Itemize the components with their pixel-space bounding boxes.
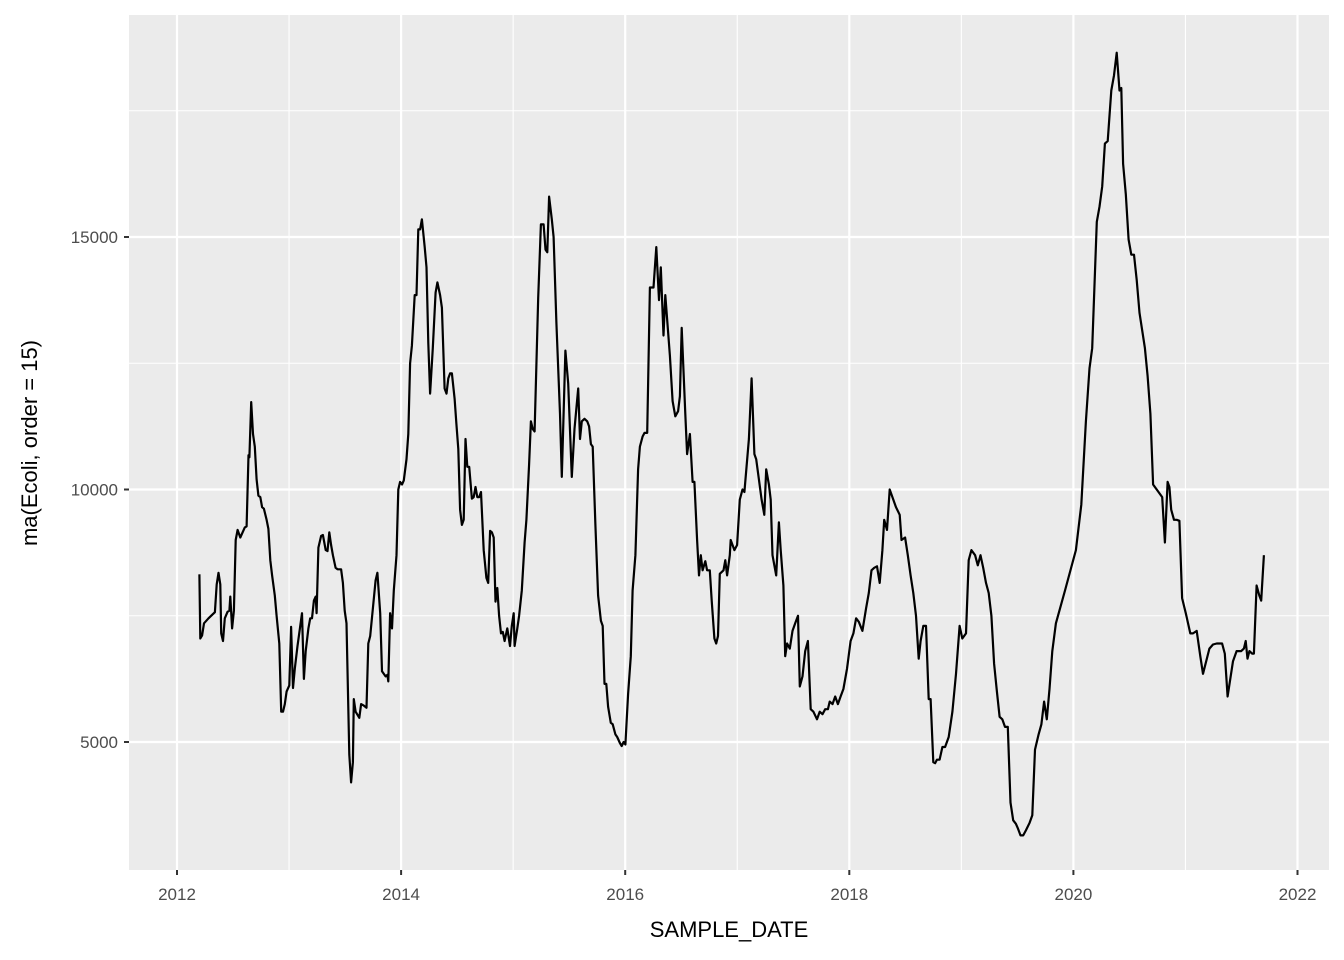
- x-tick-label: 2014: [382, 885, 420, 904]
- x-tick-label: 2012: [158, 885, 196, 904]
- x-axis: 2012 2014 2016 2018 2020 2022: [158, 870, 1316, 904]
- x-tick-label: 2020: [1054, 885, 1092, 904]
- minor-gridlines: [129, 15, 1329, 870]
- data-line: [198, 51, 1265, 837]
- x-tick-label: 2022: [1279, 885, 1317, 904]
- y-tick-label: 10000: [71, 481, 118, 500]
- y-tick-label: 5000: [80, 733, 118, 752]
- x-axis-title: SAMPLE_DATE: [650, 917, 809, 942]
- x-tick-label: 2018: [830, 885, 868, 904]
- x-tick-label: 2016: [606, 885, 644, 904]
- y-axis-title: ma(Ecoli, order = 15): [17, 340, 42, 546]
- plot-panel: [129, 15, 1329, 870]
- y-axis: 5000 10000 15000: [71, 228, 129, 752]
- y-tick-label: 15000: [71, 228, 118, 247]
